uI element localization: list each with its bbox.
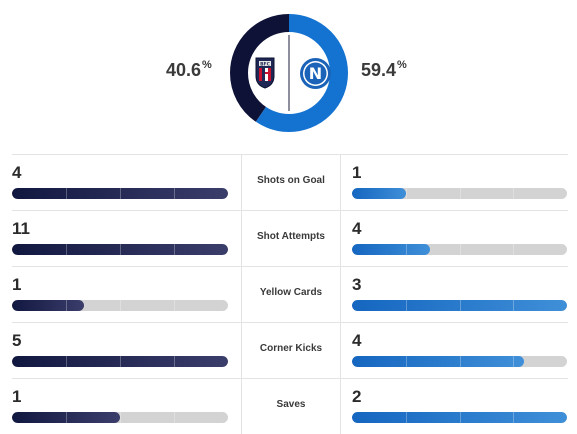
bar-segment-tick	[513, 356, 515, 367]
away-possession-arc	[230, 14, 348, 132]
away-stat-bar	[352, 356, 567, 367]
napoli-crest-icon: N	[300, 58, 331, 89]
away-stat-value: 4	[352, 331, 362, 350]
home-percent-sign: %	[202, 59, 212, 71]
home-stat-bar-fill	[12, 188, 228, 199]
bar-segment-tick	[405, 300, 407, 311]
bar-segment-tick	[120, 300, 121, 311]
home-stat-bar	[12, 356, 228, 367]
away-stat-bar-fill	[352, 188, 406, 199]
bar-segment-tick	[513, 412, 515, 423]
home-stat-bar-fill	[12, 244, 228, 255]
bar-segment-tick	[66, 412, 67, 423]
bar-segment-tick	[174, 244, 175, 255]
bar-segment-tick	[174, 188, 175, 199]
stat-row-saves: 1 Saves 2	[0, 378, 577, 434]
bar-segment-tick	[174, 300, 175, 311]
home-stat-value: 11	[12, 219, 30, 238]
bar-segment-tick	[66, 356, 67, 367]
bar-segment-tick	[459, 356, 461, 367]
bar-segment-tick	[513, 244, 515, 255]
away-stat-value: 3	[352, 275, 362, 294]
home-stat-bar	[12, 300, 228, 311]
home-stat-bar-fill	[12, 356, 228, 367]
away-stat-bar	[352, 188, 567, 199]
away-stat-value: 2	[352, 387, 362, 406]
bar-segment-tick	[66, 300, 67, 311]
away-stat-value: 1	[352, 163, 362, 182]
stat-row-corner-kicks: 5 Corner Kicks 4	[0, 322, 577, 378]
bar-segment-tick	[405, 412, 407, 423]
bar-segment-tick	[120, 188, 121, 199]
stat-label: Saves	[276, 399, 306, 410]
bar-segment-tick	[513, 300, 515, 311]
home-stat-value: 1	[12, 275, 22, 294]
away-stat-bar-fill	[352, 356, 524, 367]
column-divider-right	[340, 154, 341, 434]
bar-segment-tick	[513, 188, 515, 199]
bar-segment-tick	[459, 412, 461, 423]
stat-row-yellow-cards: 1 Yellow Cards 3	[0, 266, 577, 322]
match-stats-table: 4 Shots on Goal 1 11 Shot Attempts 4 1 Y…	[0, 154, 577, 434]
bar-segment-tick	[405, 356, 407, 367]
home-stat-bar	[12, 188, 228, 199]
bar-segment-tick	[459, 188, 461, 199]
away-stat-value: 4	[352, 219, 362, 238]
row-divider	[12, 154, 568, 155]
bar-segment-tick	[120, 244, 121, 255]
possession-donut-chart	[230, 14, 348, 132]
possession-panel: 40.6% BFC N 59.4%	[0, 0, 577, 150]
stat-row-shots-on-goal: 4 Shots on Goal 1	[0, 154, 577, 210]
bar-segment-tick	[120, 356, 121, 367]
bar-segment-tick	[66, 244, 67, 255]
svg-text:N: N	[309, 64, 322, 83]
home-possession-value: 40.6	[166, 60, 202, 80]
away-stat-bar-fill	[352, 300, 567, 311]
away-stat-bar	[352, 300, 567, 311]
stat-label: Shot Attempts	[257, 231, 325, 242]
bar-segment-tick	[174, 412, 175, 423]
away-percent-sign: %	[397, 59, 407, 71]
home-possession-percent: 40.6%	[166, 59, 212, 81]
svg-text:BFC: BFC	[260, 61, 271, 67]
home-stat-bar-fill	[12, 412, 120, 423]
bar-segment-tick	[459, 244, 461, 255]
bar-segment-tick	[120, 412, 121, 423]
stat-label: Corner Kicks	[259, 343, 323, 354]
row-divider	[12, 322, 568, 323]
home-stat-value: 4	[12, 163, 22, 182]
home-stat-bar	[12, 412, 228, 423]
home-stat-bar-fill	[12, 300, 84, 311]
stat-label: Shots on Goal	[257, 175, 325, 186]
stat-row-shot-attempts: 11 Shot Attempts 4	[0, 210, 577, 266]
bar-segment-tick	[405, 244, 407, 255]
bar-segment-tick	[405, 188, 407, 199]
away-stat-bar	[352, 412, 567, 423]
home-stat-value: 1	[12, 387, 22, 406]
away-stat-bar	[352, 244, 567, 255]
row-divider	[12, 266, 568, 267]
away-stat-bar-fill	[352, 244, 431, 255]
bar-segment-tick	[174, 356, 175, 367]
row-divider	[12, 210, 568, 211]
home-stat-bar	[12, 244, 228, 255]
row-divider	[12, 378, 568, 379]
bar-segment-tick	[459, 300, 461, 311]
away-possession-value: 59.4	[361, 60, 397, 80]
column-divider-left	[241, 154, 242, 434]
away-possession-percent: 59.4%	[361, 59, 407, 81]
away-stat-bar-fill	[352, 412, 567, 423]
bar-segment-tick	[66, 188, 67, 199]
bologna-crest-icon: BFC	[255, 57, 275, 89]
home-stat-value: 5	[12, 331, 22, 350]
stat-label: Yellow Cards	[259, 287, 323, 298]
